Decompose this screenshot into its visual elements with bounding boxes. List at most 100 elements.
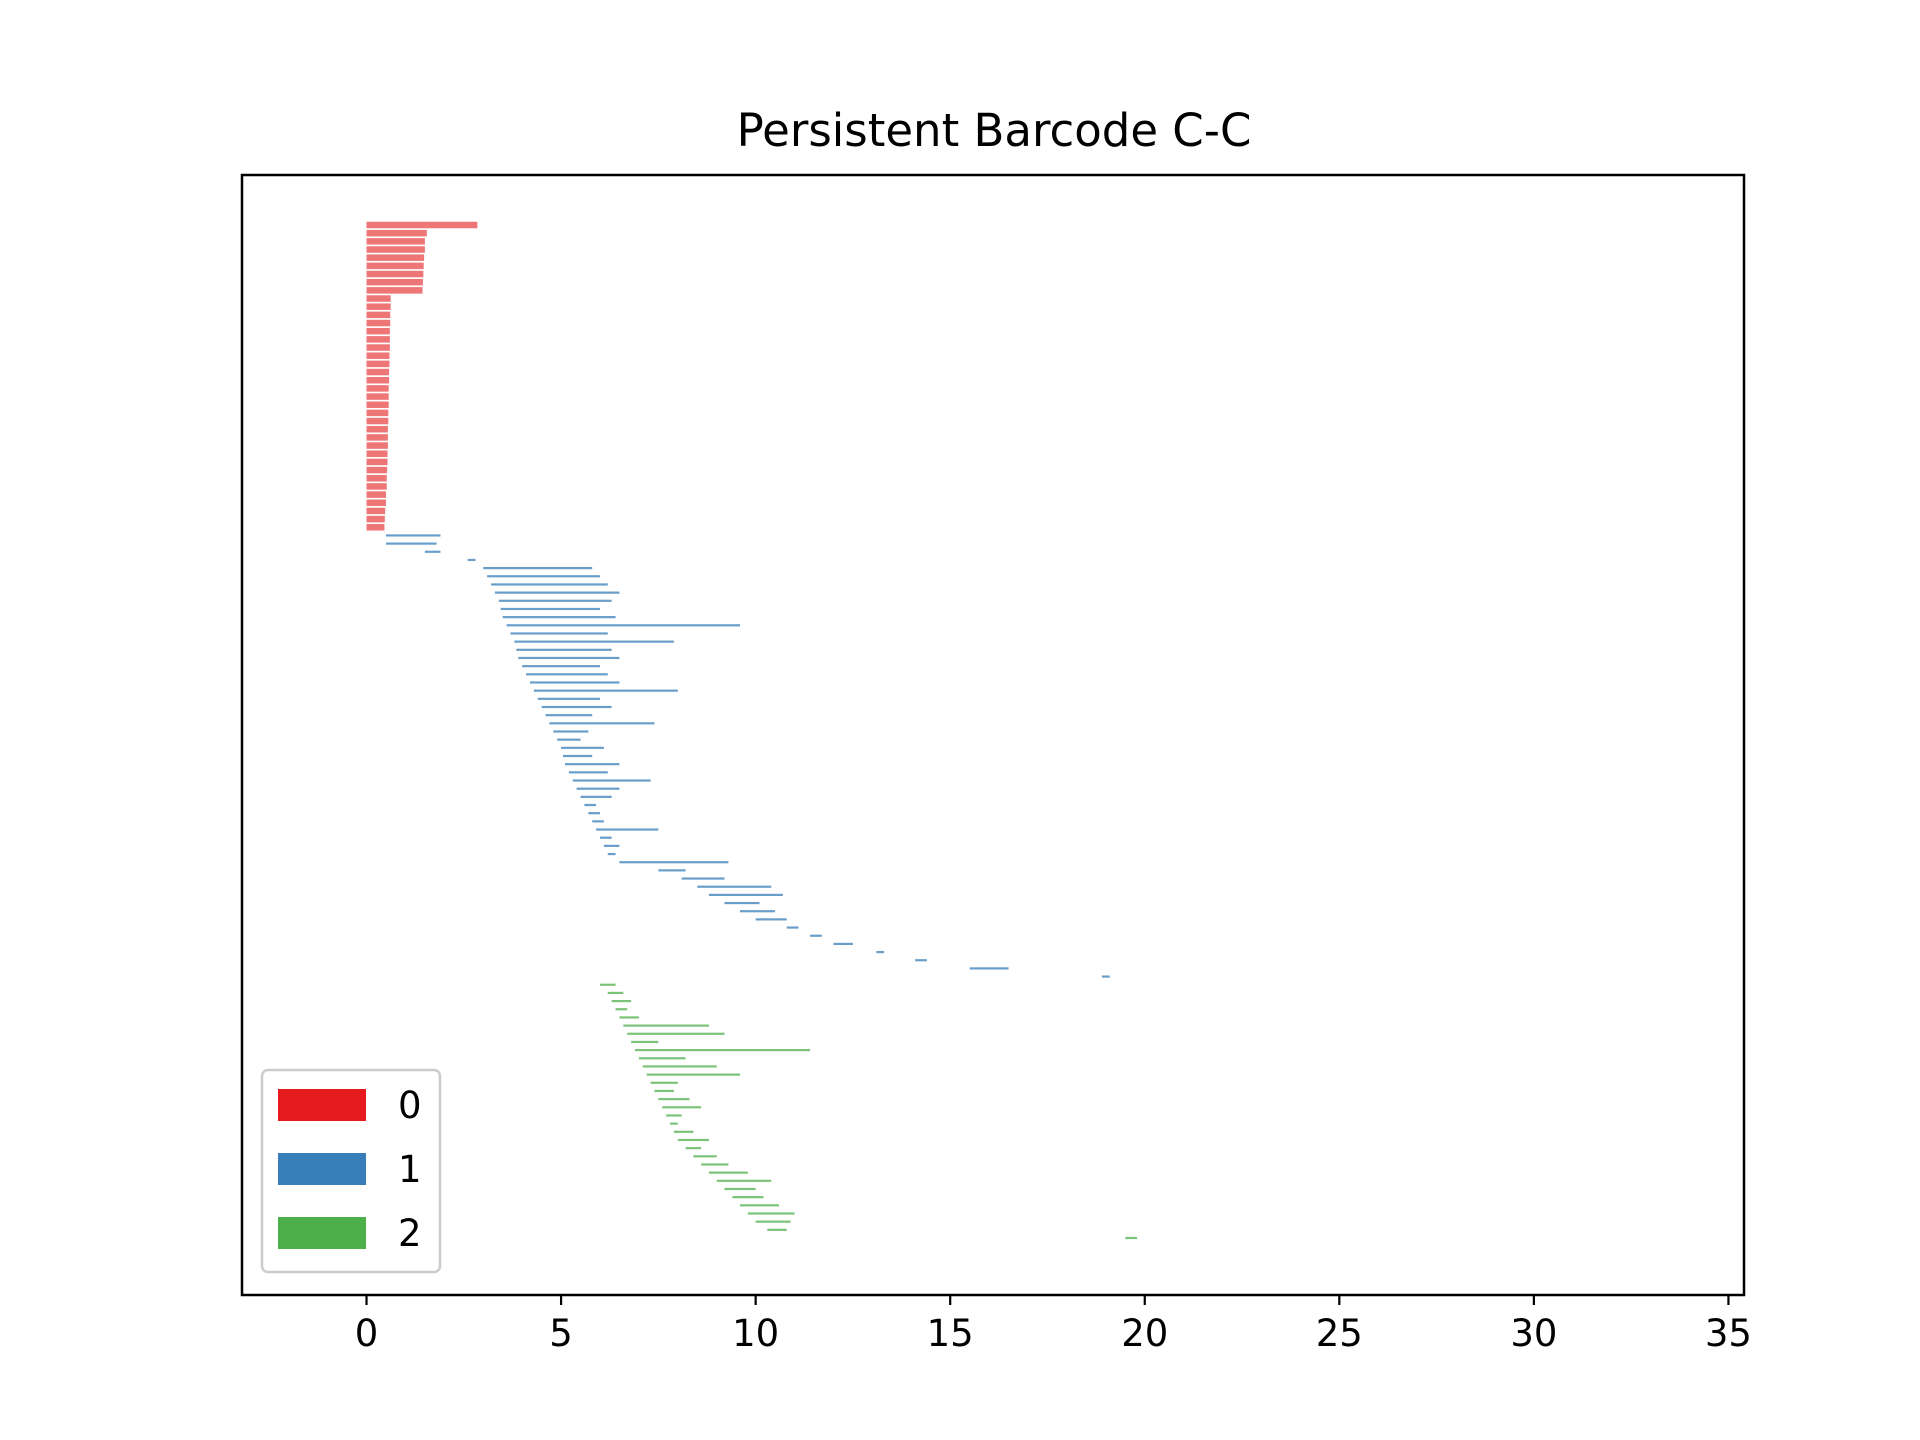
legend-label-1: 1 bbox=[398, 1148, 422, 1191]
x-tick-label-1: 5 bbox=[549, 1312, 573, 1355]
bar-dim0-5 bbox=[366, 262, 424, 270]
bar-dim2-8 bbox=[635, 1049, 811, 1052]
bar-dim0-22 bbox=[366, 401, 389, 408]
bar-dim1-39 bbox=[607, 852, 616, 856]
bar-dim1-50 bbox=[833, 942, 853, 945]
bar-dim1-33 bbox=[584, 803, 597, 807]
bar-dim2-23 bbox=[708, 1171, 748, 1174]
bar-dim1-5 bbox=[487, 575, 600, 578]
bar-dim2-0 bbox=[599, 983, 616, 986]
bar-dim1-45 bbox=[724, 901, 760, 905]
bar-dim1-0 bbox=[385, 534, 441, 537]
bar-dim0-20 bbox=[366, 385, 389, 392]
bar-dim0-34 bbox=[366, 499, 386, 507]
bar-dim1-19 bbox=[533, 689, 678, 692]
bar-dim0-35 bbox=[366, 507, 386, 515]
bar-dim0-7 bbox=[366, 278, 423, 286]
bar-dim1-43 bbox=[697, 885, 772, 888]
legend-swatch-0 bbox=[278, 1089, 366, 1121]
bar-dim0-21 bbox=[366, 393, 389, 400]
bar-dim1-21 bbox=[541, 705, 612, 709]
bar-dim1-8 bbox=[498, 599, 612, 602]
bar-dim1-6 bbox=[491, 583, 608, 586]
bar-dim2-13 bbox=[654, 1089, 674, 1093]
bar-dim0-8 bbox=[366, 287, 423, 294]
bar-dim0-19 bbox=[366, 376, 390, 384]
bar-dim1-13 bbox=[514, 640, 674, 643]
x-tick-label-6: 30 bbox=[1510, 1312, 1557, 1355]
bar-dim1-23 bbox=[549, 722, 655, 725]
x-axis-ticks: 0 5 10 15 20 25 30 35 bbox=[355, 1295, 1752, 1355]
plot-frame bbox=[240, 173, 1746, 1297]
bar-dim1-26 bbox=[561, 746, 604, 749]
x-tick-label-4: 20 bbox=[1121, 1312, 1168, 1355]
bar-dim0-4 bbox=[366, 254, 425, 261]
bar-dim1-11 bbox=[506, 624, 741, 627]
bar-dim0-37 bbox=[366, 524, 385, 531]
bar-dim1-12 bbox=[510, 632, 608, 635]
bar-dim0-33 bbox=[366, 491, 386, 498]
bar-dim0-27 bbox=[366, 442, 388, 449]
legend-label-0: 0 bbox=[398, 1084, 422, 1127]
bar-dim2-22 bbox=[701, 1163, 729, 1166]
bar-dim2-2 bbox=[611, 999, 632, 1003]
bar-dim0-6 bbox=[366, 270, 424, 278]
bar-dim1-46 bbox=[740, 910, 776, 913]
bar-dim2-14 bbox=[658, 1098, 690, 1101]
bar-dim2-10 bbox=[642, 1065, 717, 1068]
bar-dim0-24 bbox=[366, 417, 389, 425]
bar-dim2-21 bbox=[693, 1155, 717, 1158]
bar-dim1-25 bbox=[557, 738, 581, 741]
bar-dim1-48 bbox=[786, 926, 799, 929]
bar-dim1-17 bbox=[526, 673, 608, 676]
bar-dim0-2 bbox=[366, 238, 425, 245]
bar-dim1-18 bbox=[529, 681, 620, 684]
bar-dim1-44 bbox=[708, 893, 783, 896]
bar-dim0-25 bbox=[366, 425, 388, 433]
bar-dim1-22 bbox=[545, 714, 593, 717]
x-tick-label-3: 15 bbox=[927, 1312, 974, 1355]
bar-dim2-15 bbox=[662, 1106, 702, 1109]
bar-dim0-23 bbox=[366, 409, 389, 417]
bar-dim1-37 bbox=[599, 836, 612, 839]
bar-dim0-1 bbox=[366, 229, 427, 237]
bar-dim1-3 bbox=[467, 558, 476, 562]
x-tick-label-7: 35 bbox=[1705, 1312, 1752, 1355]
bar-dim2-28 bbox=[747, 1212, 795, 1215]
bar-dim0-36 bbox=[366, 515, 385, 523]
bar-dim1-30 bbox=[572, 779, 651, 782]
bar-dim2-1 bbox=[607, 991, 624, 995]
bar-dim2-4 bbox=[619, 1016, 639, 1019]
bar-dim2-25 bbox=[724, 1187, 756, 1191]
bar-dim2-20 bbox=[685, 1147, 702, 1150]
bar-dim2-12 bbox=[650, 1081, 678, 1084]
bar-dim0-28 bbox=[366, 450, 388, 457]
bar-dim0-10 bbox=[366, 303, 391, 310]
bar-dim0-3 bbox=[366, 246, 425, 253]
x-tick-label-2: 10 bbox=[732, 1312, 779, 1355]
bar-dim2-7 bbox=[631, 1040, 659, 1044]
bar-dim2-19 bbox=[677, 1138, 709, 1142]
bar-dim0-17 bbox=[366, 360, 390, 368]
bar-dim1-24 bbox=[553, 730, 589, 733]
bar-dim1-49 bbox=[810, 934, 822, 937]
bar-dim0-31 bbox=[366, 475, 387, 482]
bar-dim1-16 bbox=[522, 665, 600, 668]
bar-dim1-28 bbox=[564, 763, 620, 766]
bar-dim1-40 bbox=[619, 861, 729, 864]
x-tick-label-0: 0 bbox=[355, 1312, 379, 1355]
bar-dim1-20 bbox=[537, 697, 600, 700]
bar-dim0-12 bbox=[366, 319, 391, 327]
bar-dim2-17 bbox=[670, 1122, 678, 1125]
bar-dim0-29 bbox=[366, 458, 388, 466]
bar-dim1-31 bbox=[576, 787, 620, 790]
bar-dim2-30 bbox=[767, 1228, 787, 1231]
bar-dim1-42 bbox=[681, 877, 725, 880]
bar-dim1-51 bbox=[876, 950, 885, 954]
bar-dim1-54 bbox=[1101, 975, 1110, 978]
bar-dim1-7 bbox=[494, 591, 620, 594]
bar-dim0-13 bbox=[366, 327, 390, 335]
barcode-bars bbox=[366, 221, 1137, 1240]
bar-dim0-11 bbox=[366, 311, 391, 319]
